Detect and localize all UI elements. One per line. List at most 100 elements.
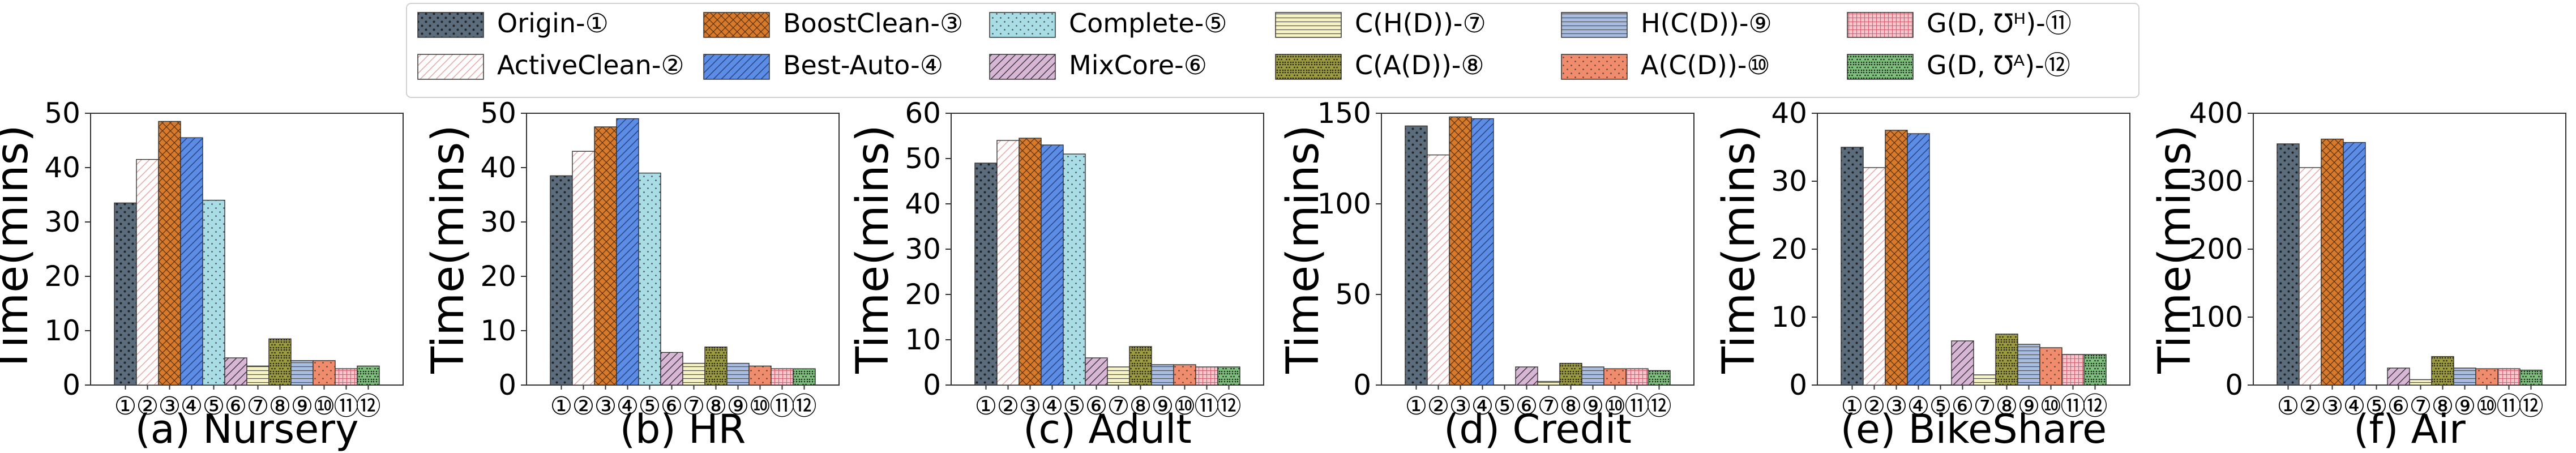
legend-label: MixCore-⑥	[1069, 50, 1207, 80]
y-tick-label: 40	[44, 151, 80, 184]
x-tick-label: ⑪	[770, 392, 795, 421]
bar	[1063, 153, 1086, 386]
legend-entry: C(H(D))-⑦	[1275, 8, 1486, 39]
x-tick-label: ⑪	[1195, 392, 1219, 421]
x-tick-label: ⑤	[1929, 392, 1952, 421]
legend-entry: BoostClean-③	[703, 8, 963, 39]
x-tick-label: ⑪	[1625, 392, 1650, 421]
y-tick-label: 30	[1771, 165, 1807, 198]
legend-entry: A(C(D))-⑩	[1561, 50, 1770, 80]
panel-title: (c) Adult	[1023, 406, 1192, 452]
y-tick-label: 30	[905, 233, 941, 266]
bar	[335, 368, 358, 386]
legend-entry: H(C(D))-⑨	[1561, 8, 1772, 39]
x-tick-label: ⑨	[2454, 392, 2476, 421]
y-tick-label: 0	[1789, 369, 1807, 401]
legend-swatch	[1275, 54, 1342, 80]
bar	[1841, 147, 1864, 386]
y-axis-label: Time(mins)	[1714, 125, 1765, 374]
bar	[246, 365, 269, 386]
x-tick-label: ①	[1405, 392, 1427, 421]
legend-label: Complete-⑤	[1069, 8, 1227, 39]
x-tick-label: ⑨	[727, 392, 749, 421]
y-tick-label: 0	[2225, 369, 2243, 401]
legend-label: Origin-①	[497, 8, 609, 39]
legend-swatch	[417, 12, 484, 38]
x-tick-label: ④	[1041, 392, 1063, 421]
bar	[616, 118, 639, 386]
x-tick-label: ⑩	[313, 392, 335, 421]
bar	[1625, 368, 1649, 386]
bar	[594, 126, 617, 386]
bar	[2343, 142, 2366, 386]
bar	[2277, 143, 2300, 386]
bar	[357, 365, 380, 386]
panel-title: (d) Credit	[1444, 406, 1632, 452]
x-tick-label: ⑫	[356, 392, 381, 421]
bar	[1537, 381, 1560, 386]
x-tick-label: ⑥	[225, 392, 247, 421]
bar	[1019, 138, 1042, 386]
bar	[1885, 130, 1908, 386]
bar	[748, 365, 772, 386]
legend-label: H(C(D))-⑨	[1641, 8, 1772, 39]
x-tick-label: ⑤	[1063, 392, 1085, 421]
x-tick-label: ⑫	[1647, 392, 1672, 421]
x-tick-label: ⑥	[1085, 392, 1107, 421]
x-tick-label: ④	[1907, 392, 1929, 421]
bar	[2061, 354, 2085, 386]
bar	[1951, 340, 1974, 386]
x-tick-label: ⑤	[1494, 392, 1516, 421]
x-tick-label: ①	[2277, 392, 2299, 421]
x-tick-label: ⑪	[2061, 392, 2086, 421]
legend-label: Best-Auto-④	[783, 50, 943, 80]
bar	[2475, 368, 2498, 386]
x-tick-label: ⑪	[2497, 392, 2522, 421]
bar	[2431, 356, 2454, 386]
bar	[793, 368, 816, 386]
legend-entry: Best-Auto-④	[703, 50, 943, 80]
legend-label: G(D, ℧ᴬ)-⑫	[1927, 50, 2070, 80]
bar	[1107, 366, 1130, 386]
legend-entry: G(D, ℧ᴴ)-⑪	[1847, 8, 2072, 39]
legend-swatch	[1275, 12, 1342, 38]
y-tick-label: 100	[1317, 187, 1371, 220]
bar	[1217, 366, 1240, 386]
x-tick-label: ⑥	[1952, 392, 1974, 421]
x-tick-label: ②	[1863, 392, 1885, 421]
x-tick-label: ⑧	[1560, 392, 1582, 421]
x-tick-label: ③	[159, 392, 181, 421]
legend-entry: Origin-①	[417, 8, 609, 39]
bar	[1995, 334, 2018, 386]
y-tick-label: 20	[905, 278, 941, 311]
x-tick-label: ②	[997, 392, 1019, 421]
y-tick-label: 200	[2189, 233, 2243, 266]
y-tick-label: 60	[905, 97, 941, 130]
bar	[1195, 366, 1218, 386]
y-tick-label: 10	[905, 323, 941, 356]
bar	[224, 357, 247, 386]
x-tick-label: ③	[1449, 392, 1471, 421]
legend-entry: C(A(D))-⑧	[1275, 50, 1484, 80]
bar	[1173, 364, 1196, 386]
y-tick-label: 40	[1771, 97, 1807, 130]
bar	[1907, 133, 1930, 386]
x-tick-label: ②	[572, 392, 594, 421]
legend-entry: Complete-⑤	[989, 8, 1227, 39]
x-tick-label: ⑥	[1516, 392, 1538, 421]
legend-entry: ActiveClean-②	[417, 50, 684, 80]
x-tick-label: ⑨	[1152, 392, 1174, 421]
bar	[2519, 369, 2543, 386]
x-tick-label: ③	[594, 392, 617, 421]
y-axis-label: Time(mins)	[0, 125, 38, 374]
legend-label: C(A(D))-⑧	[1355, 50, 1484, 80]
x-tick-label: ⑧	[269, 392, 291, 421]
panel-title: (b) HR	[620, 406, 746, 452]
bar	[1559, 362, 1582, 386]
y-tick-label: 10	[44, 314, 80, 347]
